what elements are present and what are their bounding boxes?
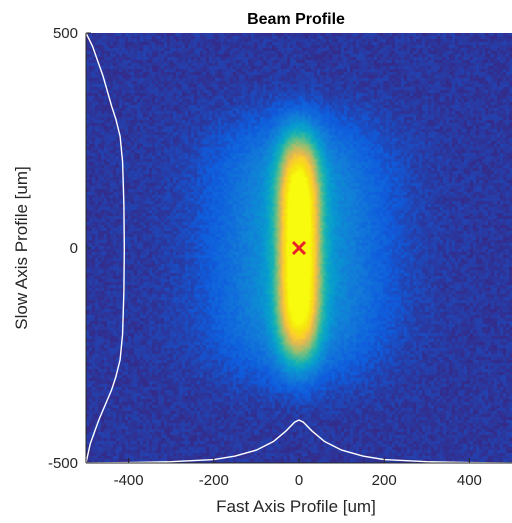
x-tick-label: -200 bbox=[199, 472, 229, 489]
y-tick-label: -500 bbox=[48, 455, 78, 472]
x-tick-label: -400 bbox=[114, 472, 144, 489]
x-axis-label: Fast Axis Profile [um] bbox=[216, 497, 376, 516]
x-tick-label: 0 bbox=[295, 472, 303, 489]
centroid-marker bbox=[291, 240, 307, 256]
x-tick-label: 400 bbox=[457, 472, 482, 489]
plot-area bbox=[86, 33, 512, 463]
centroid-marker-stroke-2 bbox=[291, 240, 307, 256]
y-axis-label: Slow Axis Profile [um] bbox=[12, 166, 31, 329]
y-axis-ticks: -500 0 500 bbox=[48, 25, 91, 472]
x-axis-ticks: -400 -200 0 200 400 bbox=[114, 458, 482, 489]
x-tick-label: 200 bbox=[372, 472, 397, 489]
slow-axis-profile-line bbox=[86, 33, 126, 463]
y-tick-label: 0 bbox=[70, 240, 78, 257]
chart-title: Beam Profile bbox=[247, 11, 345, 28]
y-tick-label: 500 bbox=[53, 25, 78, 42]
